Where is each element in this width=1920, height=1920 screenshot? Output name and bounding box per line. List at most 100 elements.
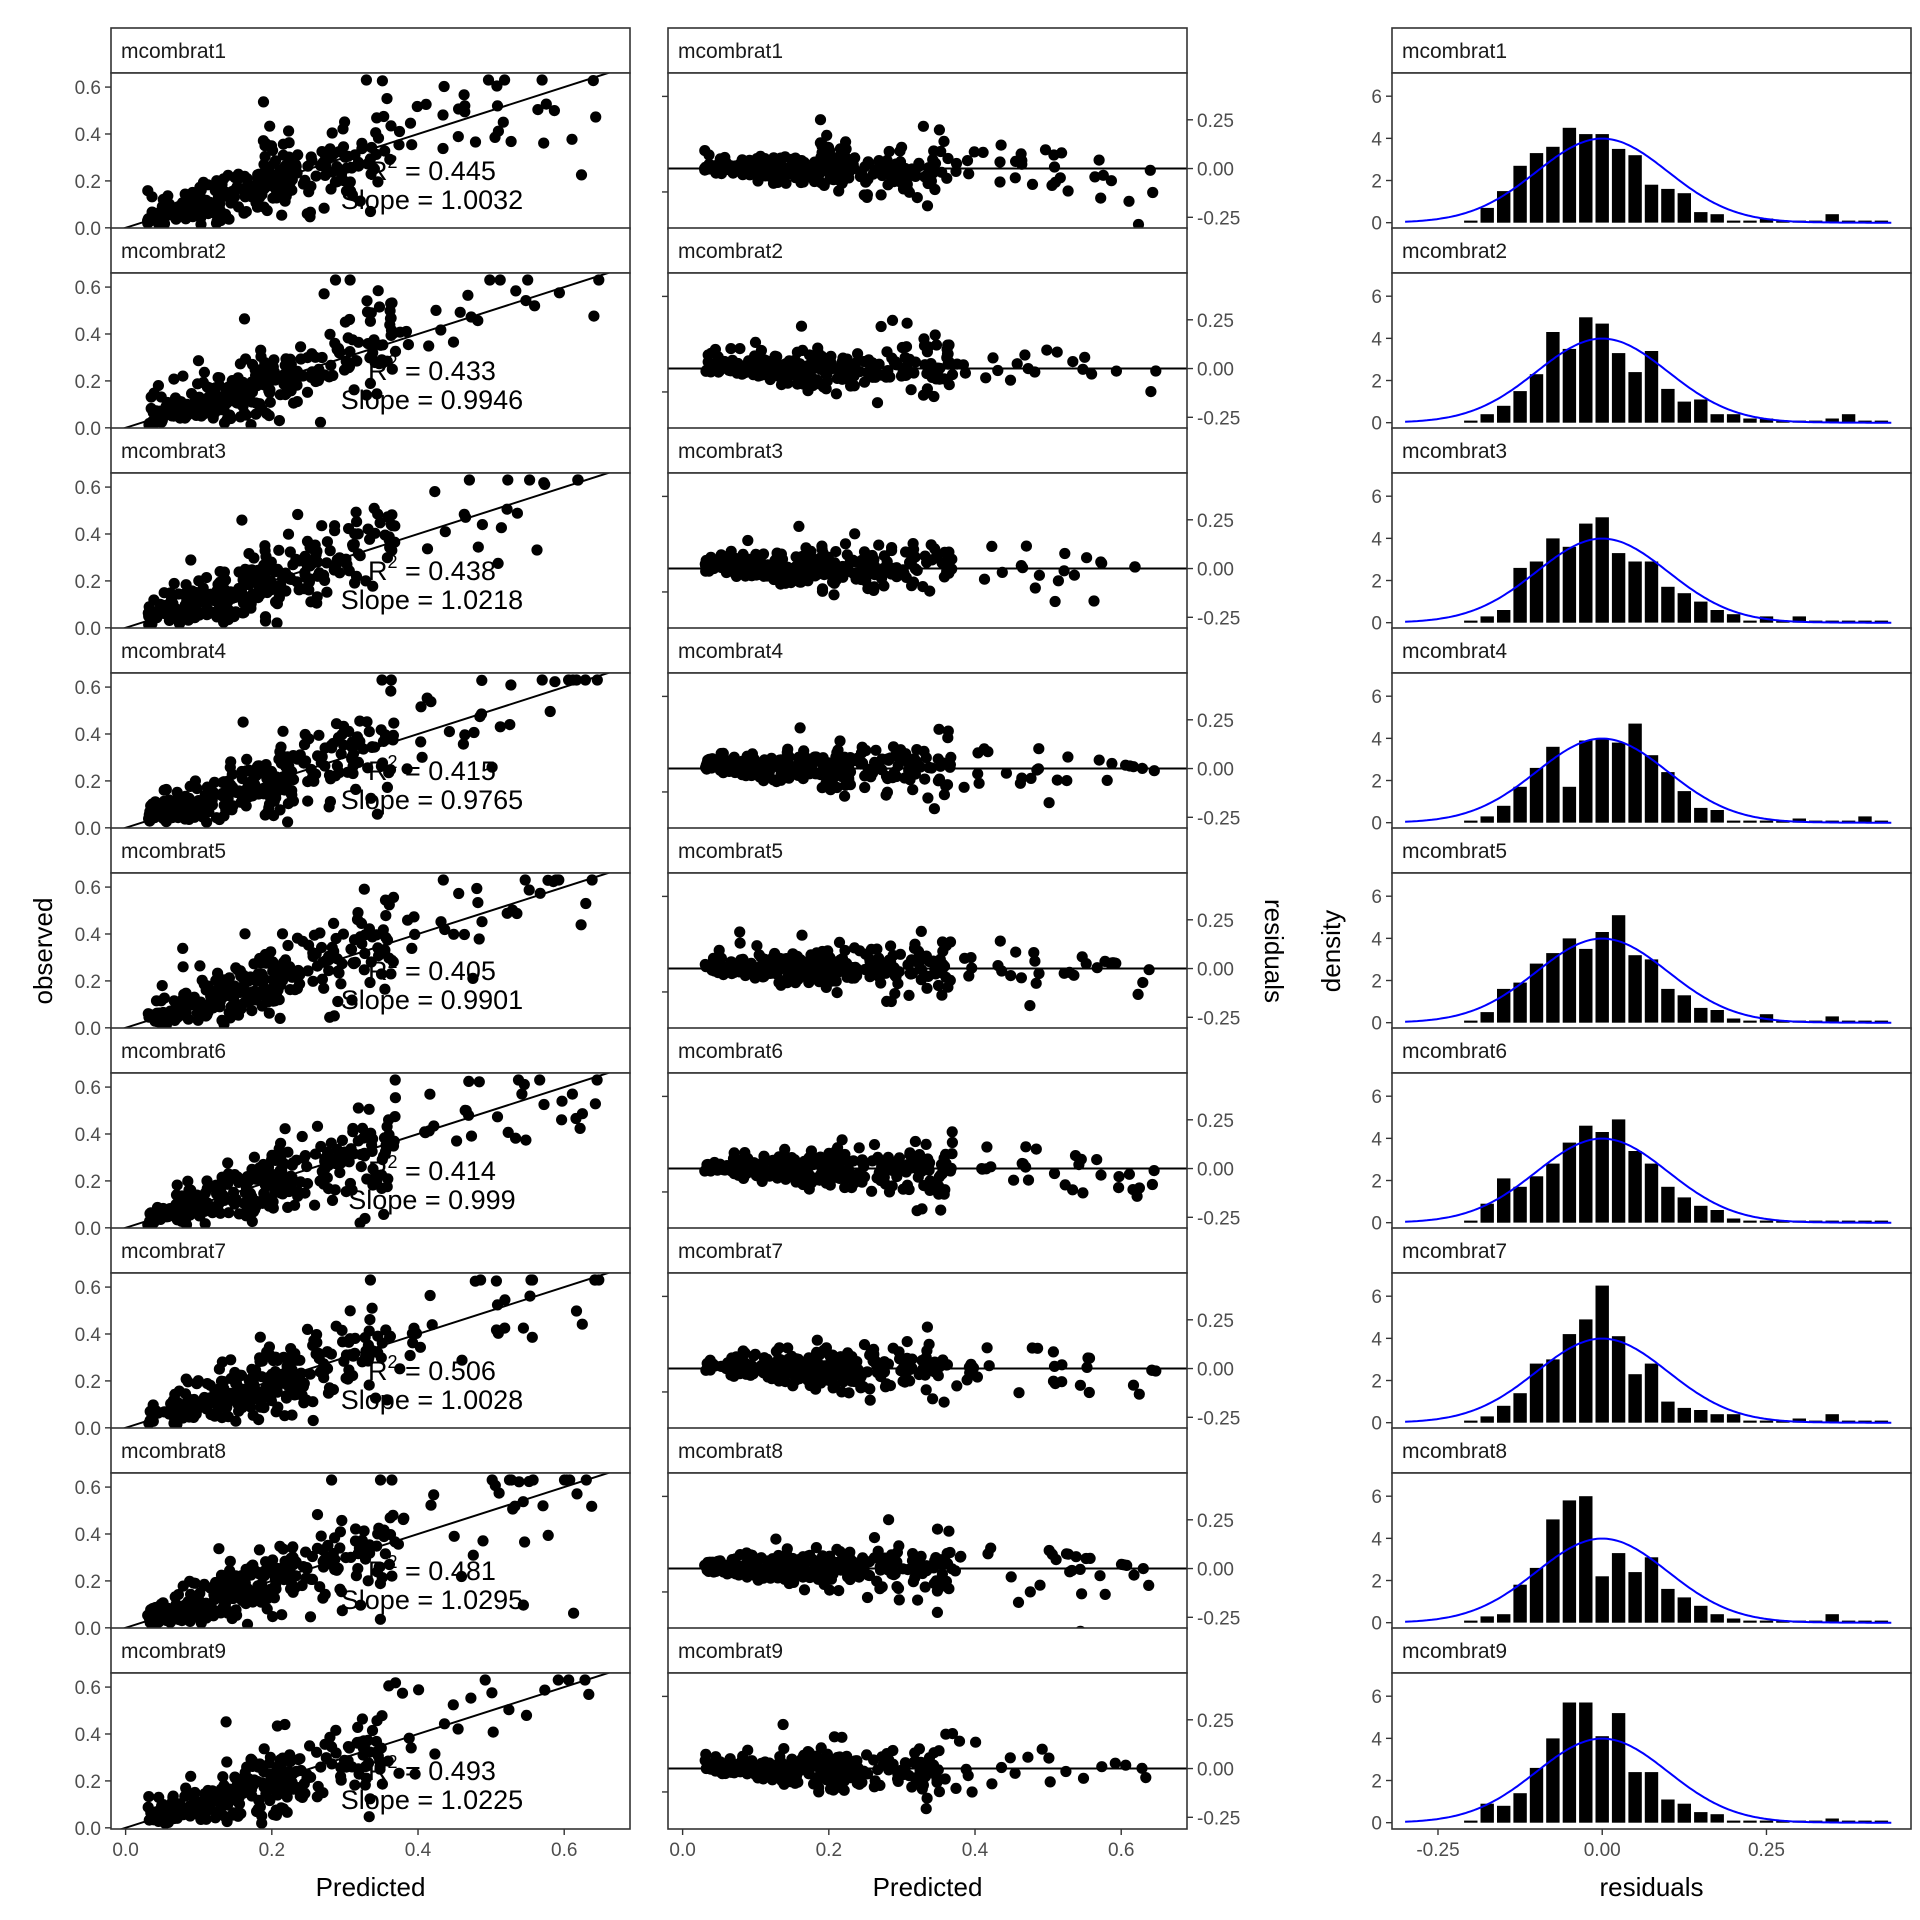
r2-label: R: [368, 956, 388, 986]
data-point: [389, 1074, 401, 1086]
residual-point: [1039, 144, 1052, 156]
residual-point: [830, 388, 843, 400]
data-point: [362, 338, 374, 350]
data-point: [307, 1414, 319, 1427]
data-point: [245, 419, 257, 429]
data-point: [385, 968, 397, 980]
data-point: [311, 1120, 324, 1132]
residual-point: [908, 753, 921, 765]
data-point: [210, 974, 222, 987]
data-point: [203, 789, 215, 801]
r2-value: = 0.438: [398, 556, 496, 586]
data-point: [372, 132, 385, 144]
histogram-bar: [1464, 1420, 1478, 1423]
data-point: [358, 883, 370, 895]
histogram-bar: [1677, 995, 1691, 1023]
data-point: [517, 1322, 530, 1334]
y-tick-label: 0.00: [1197, 560, 1234, 581]
data-point: [364, 1314, 376, 1326]
residual-point: [1022, 1174, 1035, 1186]
residual-point: [1062, 185, 1074, 197]
data-point: [299, 738, 311, 751]
data-point: [168, 577, 180, 590]
y-tick-label: 0.25: [1197, 911, 1234, 932]
histogram-bar: [1759, 820, 1774, 823]
data-point: [240, 1210, 252, 1222]
residual-point: [929, 183, 941, 196]
residual-point: [1113, 1171, 1125, 1183]
data-point: [283, 125, 295, 137]
data-point: [511, 907, 523, 920]
data-point: [309, 1199, 321, 1211]
y-tick-label: 0.2: [75, 172, 101, 193]
data-point: [285, 1377, 297, 1389]
residual-point: [836, 1134, 848, 1146]
residual-point: [1016, 772, 1028, 784]
data-point: [193, 575, 205, 587]
data-point: [178, 988, 190, 1001]
residual-point: [904, 1147, 916, 1159]
residual-point: [1015, 972, 1027, 984]
residual-point: [994, 176, 1006, 188]
plot-area: [1405, 915, 1892, 1024]
data-point: [365, 792, 377, 804]
plot-area: [668, 1126, 1187, 1217]
r2-value: = 0.445: [398, 156, 496, 186]
data-point: [156, 797, 168, 809]
residual-point: [1047, 1346, 1059, 1358]
histogram-bar: [1743, 1020, 1757, 1023]
residual-point: [1043, 797, 1055, 809]
residual-point: [893, 1152, 906, 1164]
histogram-bar: [1579, 1319, 1593, 1423]
data-point: [519, 874, 531, 886]
data-point: [236, 772, 248, 785]
residual-point: [834, 143, 847, 155]
residual-point: [906, 968, 918, 980]
data-point: [576, 1318, 588, 1330]
data-point: [274, 1012, 286, 1024]
data-point: [284, 174, 296, 186]
slope-annotation: Slope = 1.0032: [341, 185, 523, 215]
residual-point: [864, 1394, 876, 1406]
histogram-bar: [1677, 1197, 1691, 1223]
data-point: [263, 1200, 275, 1212]
data-point: [178, 997, 190, 1010]
data-point: [574, 1122, 586, 1134]
y-tick-label: 0.4: [75, 1125, 102, 1146]
residual-point: [886, 352, 898, 364]
residual-point: [934, 760, 947, 772]
panel-background: [668, 1073, 1187, 1229]
residual-point: [865, 771, 877, 783]
data-point: [278, 1351, 290, 1363]
histogram-bar: [1595, 738, 1609, 823]
plot-area: [668, 925, 1187, 1012]
plot-area: [118, 1273, 612, 1429]
residual-point: [870, 1358, 882, 1370]
residual-point: [1101, 774, 1113, 787]
data-point: [268, 1169, 280, 1181]
data-point: [250, 408, 262, 420]
residual-point: [772, 556, 784, 568]
data-point: [343, 565, 355, 577]
residual-point: [829, 1379, 841, 1391]
residual-point: [796, 929, 808, 941]
r2-annotation: R2 = 0.414: [368, 1152, 496, 1186]
data-point: [146, 191, 158, 203]
data-point: [307, 975, 319, 987]
histogram-bar: [1562, 1334, 1577, 1423]
data-point: [526, 1274, 539, 1286]
data-point: [282, 816, 294, 828]
residual-point: [867, 955, 879, 967]
residual-point: [940, 780, 952, 792]
data-point: [373, 1561, 385, 1573]
residual-point: [1048, 1360, 1061, 1372]
residual-point: [734, 937, 746, 949]
data-point: [352, 1102, 364, 1114]
data-point: [246, 1005, 258, 1017]
histogram-bar: [1710, 1010, 1724, 1023]
strip-label: mcombrat6: [678, 1040, 783, 1063]
residual-point: [832, 1171, 844, 1184]
residual-point: [895, 370, 908, 382]
residual-point: [822, 551, 834, 563]
